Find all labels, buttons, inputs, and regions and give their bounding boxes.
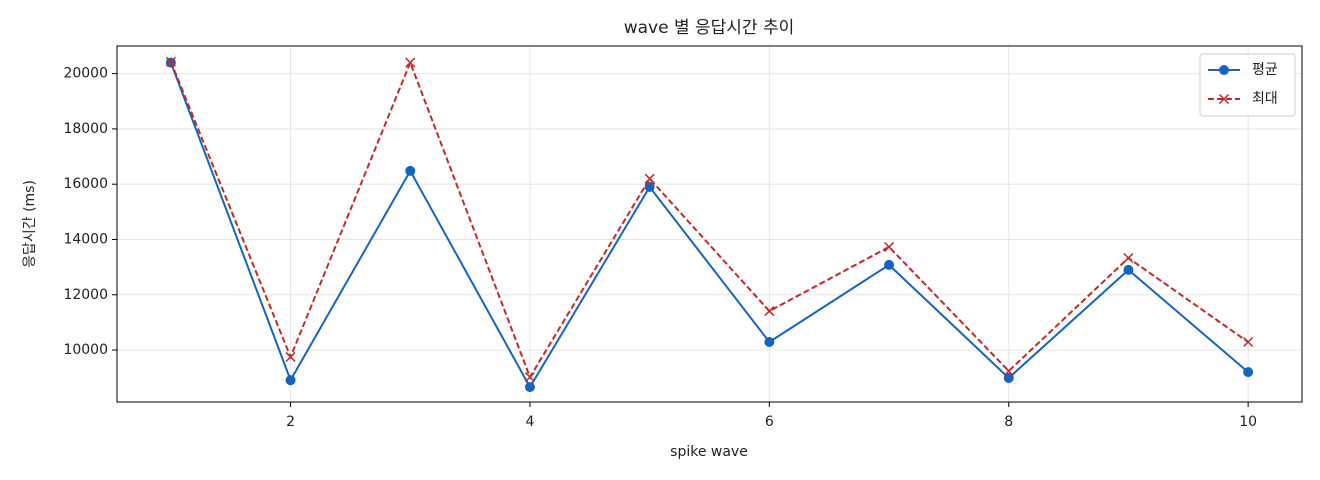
data-point [884, 259, 895, 270]
series-line [169, 62, 1249, 390]
data-point [1123, 264, 1134, 275]
data-point [764, 337, 775, 348]
data-point [405, 57, 416, 68]
y-tick-label: 12000 [63, 287, 108, 303]
legend-marker [1219, 65, 1229, 75]
legend-box [1199, 53, 1296, 117]
data-point [165, 56, 176, 67]
data-point [644, 173, 655, 184]
data-point [884, 241, 895, 252]
legend-label: 평균 [1252, 62, 1278, 78]
x-tick-label: 8 [1004, 414, 1013, 430]
plot-frame [116, 45, 1303, 403]
data-point [524, 372, 535, 383]
data-point [1243, 336, 1254, 348]
data-point [524, 382, 535, 393]
data-point [1003, 372, 1014, 383]
data-point [764, 306, 775, 317]
data-point [405, 165, 416, 176]
data-point [1243, 367, 1254, 378]
x-tick-label: 6 [765, 414, 774, 430]
data-point [1123, 252, 1134, 264]
y-tick-label: 16000 [63, 176, 108, 192]
legend-marker [1218, 93, 1230, 105]
x-tick-label: 4 [525, 414, 534, 430]
series-line [169, 59, 1249, 380]
data-point [285, 351, 296, 362]
y-tick-label: 20000 [63, 66, 108, 82]
x-axis-label: spike wave [670, 444, 748, 460]
data-point [285, 375, 296, 386]
x-tick-label: 2 [286, 414, 295, 430]
y-tick-label: 18000 [63, 121, 108, 137]
y-tick-label: 14000 [63, 231, 108, 247]
x-tick-label: 10 [1239, 414, 1257, 430]
chart-title: wave 별 응답시간 추이 [624, 18, 795, 38]
data-point [1003, 366, 1014, 377]
legend-label: 최대 [1252, 91, 1278, 107]
y-axis-label: 응답시간 (ms) [22, 180, 38, 268]
y-tick-label: 10000 [63, 342, 108, 358]
